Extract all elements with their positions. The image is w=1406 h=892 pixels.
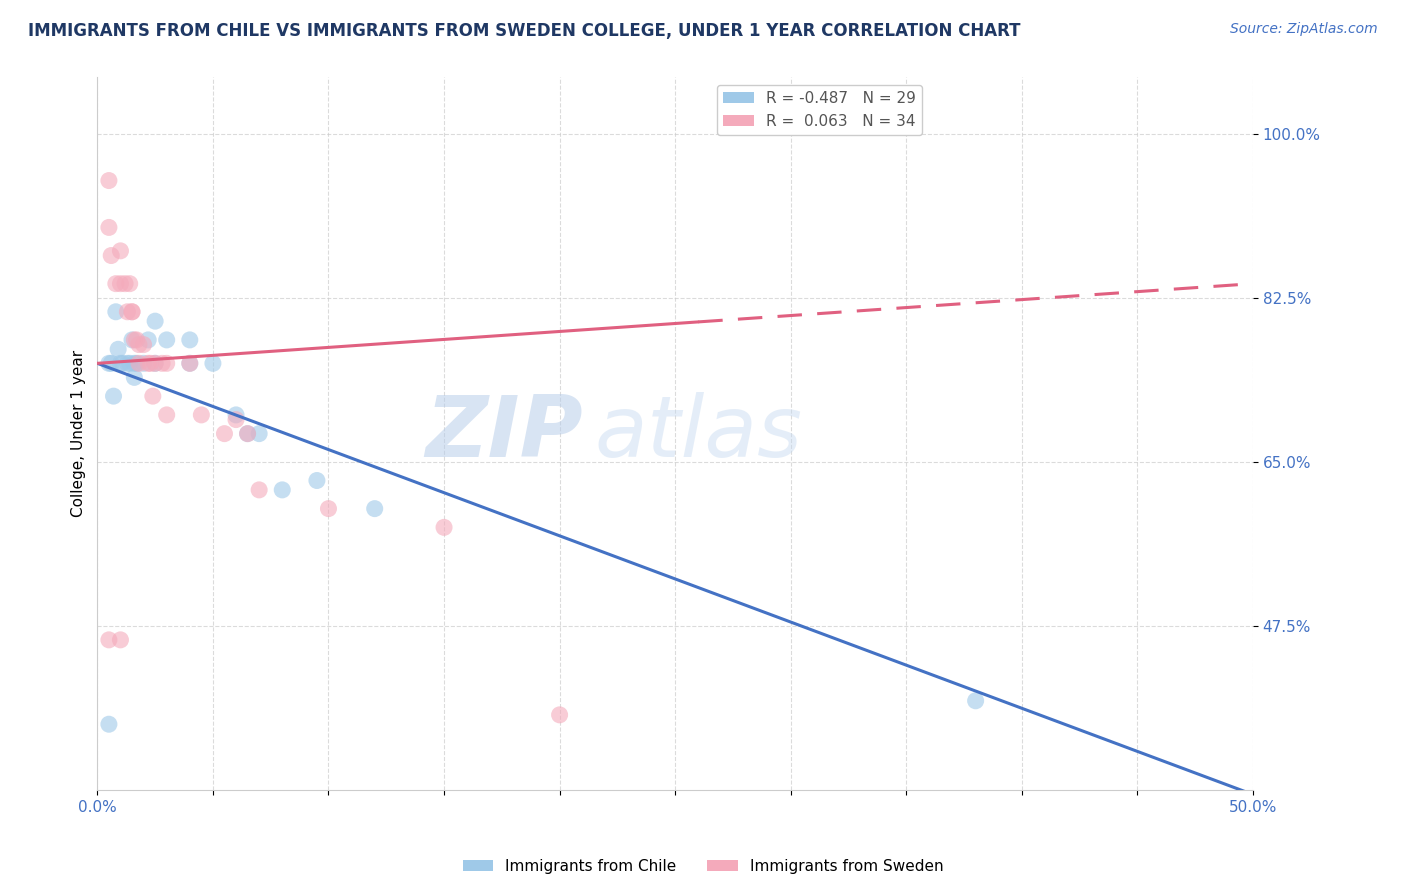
- Point: [118, 277, 141, 291]
- Point: [117, 356, 139, 370]
- Point: [117, 305, 139, 319]
- Point: [225, 408, 247, 422]
- Point: [271, 483, 294, 497]
- Point: [136, 333, 159, 347]
- Point: [121, 305, 143, 319]
- Point: [364, 501, 387, 516]
- Point: [318, 501, 340, 516]
- Point: [156, 356, 179, 370]
- Point: [136, 356, 159, 370]
- Point: [100, 248, 122, 262]
- Point: [214, 426, 236, 441]
- Point: [156, 408, 179, 422]
- Point: [97, 632, 120, 647]
- Point: [132, 337, 155, 351]
- Point: [104, 277, 127, 291]
- Point: [128, 337, 150, 351]
- Point: [110, 244, 132, 258]
- Point: [548, 707, 571, 722]
- Point: [125, 333, 148, 347]
- Point: [124, 356, 146, 370]
- Point: [97, 173, 120, 187]
- Point: [114, 277, 136, 291]
- Point: [143, 356, 166, 370]
- Text: atlas: atlas: [595, 392, 803, 475]
- Point: [97, 220, 120, 235]
- Point: [201, 356, 224, 370]
- Point: [433, 520, 456, 534]
- Point: [305, 474, 328, 488]
- Point: [236, 426, 259, 441]
- Legend: Immigrants from Chile, Immigrants from Sweden: Immigrants from Chile, Immigrants from S…: [457, 853, 949, 880]
- Point: [124, 370, 146, 384]
- Point: [156, 333, 179, 347]
- Point: [107, 343, 129, 357]
- Point: [142, 389, 165, 403]
- Text: Source: ZipAtlas.com: Source: ZipAtlas.com: [1230, 22, 1378, 37]
- Point: [236, 426, 259, 441]
- Point: [124, 333, 146, 347]
- Point: [132, 356, 155, 370]
- Text: ZIP: ZIP: [425, 392, 582, 475]
- Point: [179, 356, 201, 370]
- Point: [121, 333, 143, 347]
- Point: [97, 356, 120, 370]
- Point: [97, 717, 120, 731]
- Point: [965, 694, 987, 708]
- Point: [111, 356, 134, 370]
- Point: [225, 412, 247, 426]
- Point: [143, 356, 166, 370]
- Legend: R = -0.487   N = 29, R =  0.063   N = 34: R = -0.487 N = 29, R = 0.063 N = 34: [717, 85, 922, 135]
- Point: [110, 277, 132, 291]
- Point: [110, 356, 132, 370]
- Point: [104, 305, 127, 319]
- Y-axis label: College, Under 1 year: College, Under 1 year: [72, 350, 86, 517]
- Point: [118, 356, 141, 370]
- Point: [110, 632, 132, 647]
- Point: [247, 426, 270, 441]
- Point: [128, 356, 150, 370]
- Point: [150, 356, 173, 370]
- Point: [139, 356, 162, 370]
- Point: [179, 333, 201, 347]
- Text: IMMIGRANTS FROM CHILE VS IMMIGRANTS FROM SWEDEN COLLEGE, UNDER 1 YEAR CORRELATIO: IMMIGRANTS FROM CHILE VS IMMIGRANTS FROM…: [28, 22, 1021, 40]
- Point: [103, 389, 125, 403]
- Point: [100, 356, 122, 370]
- Point: [247, 483, 270, 497]
- Point: [125, 356, 148, 370]
- Point: [179, 356, 201, 370]
- Point: [190, 408, 212, 422]
- Point: [143, 314, 166, 328]
- Point: [121, 305, 143, 319]
